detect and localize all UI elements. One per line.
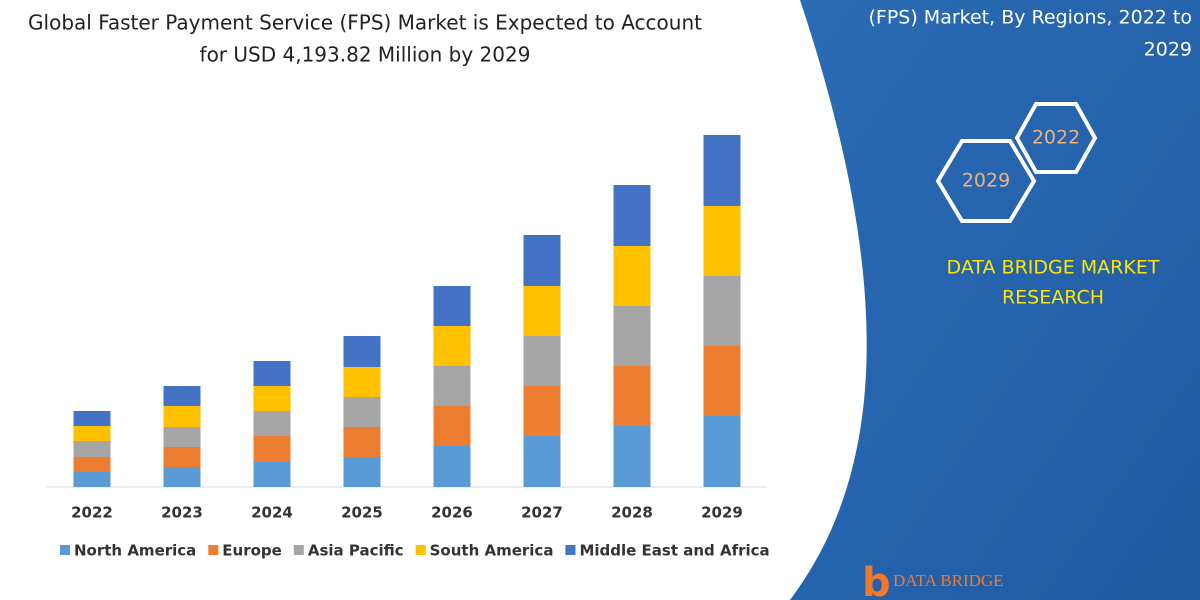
bar-segment [433,446,471,487]
x-tick-label: 2022 [71,504,113,522]
logo-mark: b [862,560,891,600]
hexagon [1014,102,1098,174]
bar-segment [343,397,381,427]
chart-title: Global Faster Payment Service (FPS) Mark… [28,11,702,35]
bar-segment [253,436,291,462]
bar-segment [253,361,291,386]
bar-segment [433,326,471,366]
x-tick-label: 2025 [341,504,383,522]
bar-segment [613,306,651,366]
bar-segment [703,276,741,346]
hexagon [935,139,1037,223]
legend-label: South America [430,542,554,560]
bar-segment [433,406,471,446]
legend-label: Europe [222,542,282,560]
legend-swatch [565,545,576,555]
bar-segment [523,386,561,436]
bar-segment [433,366,471,406]
hexagon-label: 2022 [1032,127,1080,149]
bar-segment [523,286,561,336]
bar-segment [703,206,741,276]
legend-label: North America [74,542,196,560]
bar-segment [523,436,561,487]
x-tick-label: 2027 [521,504,563,522]
legend-swatch [415,545,426,555]
bar-segment [523,336,561,386]
bar-segment [343,457,381,487]
bar-segment [433,286,471,326]
brand-text: RESEARCH [1002,287,1104,309]
legend-swatch [208,545,219,555]
chart-title: for USD 4,193.82 Million by 2029 [200,43,531,67]
brand-text: DATA BRIDGE MARKET [947,257,1160,279]
bar-segment [253,386,291,411]
bar-segment [343,427,381,457]
x-tick-label: 2024 [251,504,293,522]
bar-segment [73,426,111,441]
x-tick-label: 2026 [431,504,473,522]
bar-segment [703,416,741,487]
bar-segment [163,406,201,427]
bar-segment [253,411,291,436]
bar-segment [613,426,651,487]
legend-swatch [60,545,70,555]
bar-segment [703,346,741,416]
bar-segment [613,185,651,246]
bar-segment [73,472,111,487]
legend-swatch [293,545,304,555]
bar-segment [163,386,201,406]
bar-segment [523,235,561,286]
logo-text: DATA BRIDGE [893,571,1004,590]
bar-segment [253,462,291,487]
legend-label: Asia Pacific [308,542,404,560]
bar-segment [73,411,111,426]
panel-heading: (FPS) Market, By Regions, 2022 to [868,7,1192,29]
bar-segment [613,366,651,426]
hexagon-label: 2029 [962,170,1010,192]
x-tick-label: 2028 [611,504,653,522]
x-tick-label: 2023 [161,504,203,522]
bar-segment [343,367,381,397]
bar-segment [163,427,201,447]
bar-segment [163,447,201,467]
bar-segment [703,135,741,206]
side-panel [790,0,1200,600]
bar-segment [163,467,201,487]
bar-segment [73,457,111,472]
x-tick-label: 2029 [701,504,743,522]
bar-segment [343,336,381,367]
bar-segment [73,441,111,457]
legend-label: Middle East and Africa [579,542,769,560]
panel-heading: 2029 [1144,39,1192,61]
bar-segment [613,246,651,306]
